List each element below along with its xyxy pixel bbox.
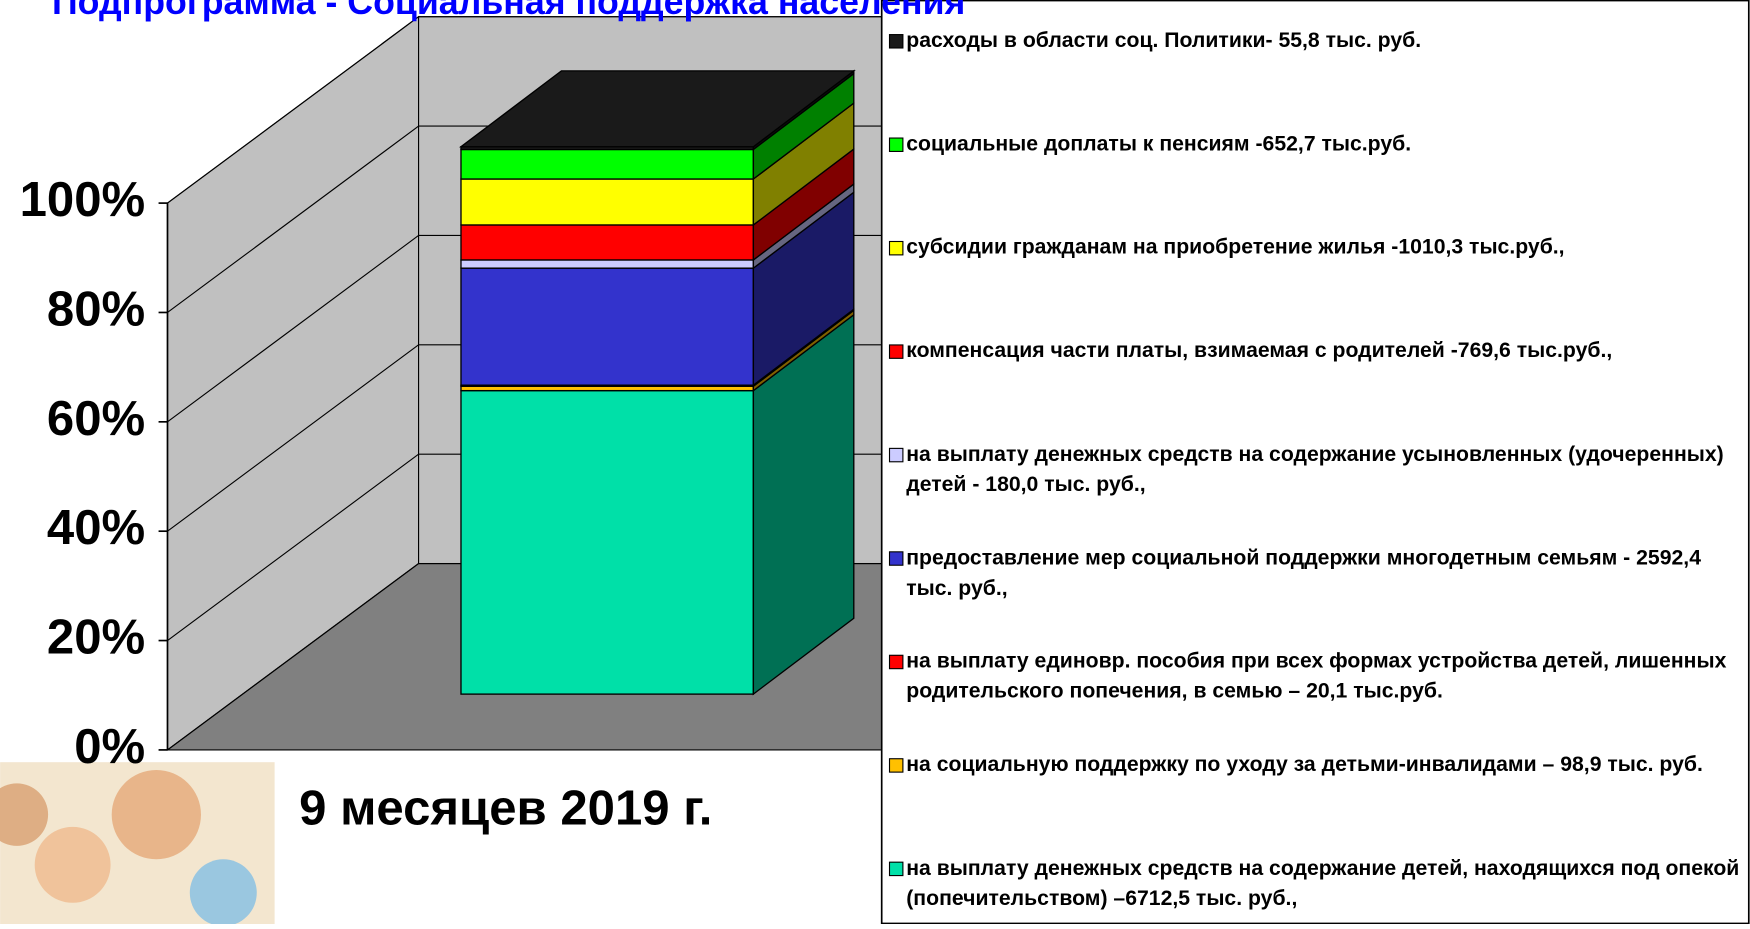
legend-item: на выплату денежных средств на содержани… [906,442,1724,497]
bar-segment [460,259,755,269]
y-tick-label: 100% [20,173,146,227]
y-tick-label: 40% [47,501,145,555]
grid-line [167,563,419,751]
legend-label: на социальную поддержку по уходу за деть… [906,753,1703,777]
grid-line [167,16,419,204]
legend-label: на выплату денежных средств на содержани… [906,442,1724,497]
y-tick-label: 60% [47,392,145,446]
grid-line [167,453,419,641]
legend-swatch [888,758,904,773]
legend-box [880,0,1750,925]
legend-swatch [888,551,904,566]
bar-top [458,70,856,148]
legend-item: социальные доплаты к пенсиям -652,7 тыс.… [906,132,1412,156]
legend-label: расходы в области соц. Политики- 55,8 ты… [906,29,1422,53]
chart-title: Подпрограмма - Социальная поддержка насе… [52,0,965,22]
y-tick-label: 80% [47,282,145,336]
legend-label: социальные доплаты к пенсиям -652,7 тыс.… [906,132,1412,156]
legend-label: на выплату денежных средств на содержани… [906,856,1740,911]
legend-swatch [888,34,904,49]
legend-item: на выплату единовр. пособия при всех фор… [906,649,1727,704]
legend-swatch [888,344,904,359]
bar-segment [460,224,755,261]
legend-item: на выплату денежных средств на содержани… [906,856,1740,911]
legend-swatch [888,137,904,152]
grid-line [167,344,419,532]
bar-segment [460,389,755,695]
legend-swatch [888,654,904,670]
photo-shirt [189,859,257,927]
legend-item: предоставление мер социальной поддержки … [906,546,1701,600]
category-label: 9 месяцев 2019 г. [299,781,712,835]
photo [0,762,275,927]
legend-item: расходы в области соц. Политики- 55,8 ты… [906,29,1422,53]
legend-swatch [888,447,904,463]
bar-segment [460,178,755,226]
grid-line [167,235,419,423]
bar-segment [460,267,755,386]
legend-label: компенсация части платы, взимаемая с род… [906,339,1613,363]
bar-segment [460,148,755,180]
legend-label: субсидии гражданам на приобретение жилья… [906,235,1565,260]
legend-label: предоставление мер социальной поддержки … [906,546,1701,600]
legend-swatch [888,240,904,256]
photo-face [34,826,111,903]
legend-item: субсидии гражданам на приобретение жилья… [906,235,1565,260]
photo-face [0,783,49,846]
legend-label: на выплату единовр. пособия при всех фор… [906,649,1727,704]
legend-item: компенсация части платы, взимаемая с род… [906,339,1613,363]
y-tick-label: 20% [47,611,145,665]
photo-face [111,770,201,860]
legend-item: на социальную поддержку по уходу за деть… [906,753,1703,777]
y-tick-label: 0% [74,720,145,774]
legend-swatch [888,861,904,877]
grid-line [167,125,419,313]
